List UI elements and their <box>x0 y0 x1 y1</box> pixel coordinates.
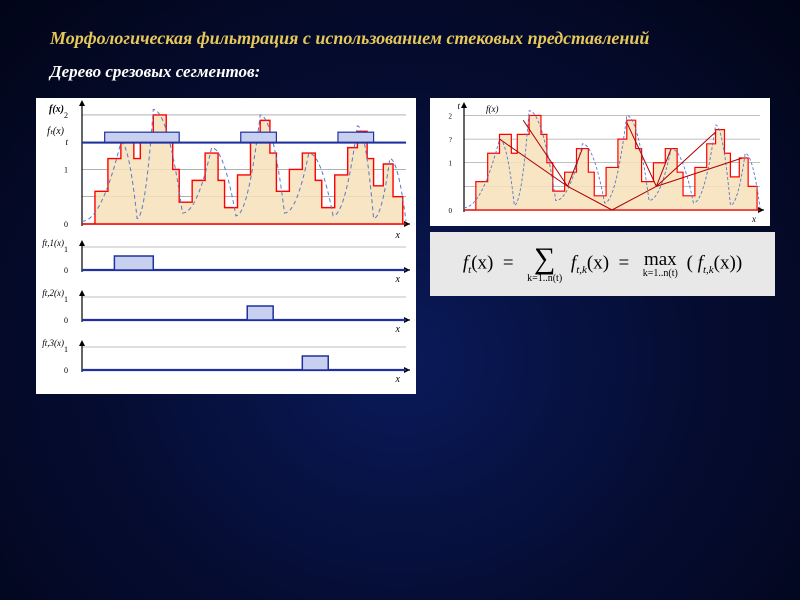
svg-text:x: x <box>395 324 401 335</box>
svg-text:1: 1 <box>64 295 68 304</box>
svg-text:fₜ(x): fₜ(x) <box>47 126 64 137</box>
svg-text:0: 0 <box>64 220 68 229</box>
slide: Морфологическая фильтрация с использован… <box>0 0 800 600</box>
svg-text:x: x <box>751 214 756 224</box>
formula-block: ft(x) = ∑ k=1..n(t) ft,k(x) = max k=1..n… <box>430 232 775 296</box>
svg-text:0: 0 <box>64 266 68 275</box>
formula-content: ft(x) = ∑ k=1..n(t) ft,k(x) = max k=1..n… <box>463 244 742 284</box>
svg-text:t: t <box>65 137 68 147</box>
left-figure-panel: 01t2f(x)fₜ(x)x01ft,1(x)x01ft,2(x)x01ft,3… <box>36 98 416 394</box>
svg-text:f(x): f(x) <box>49 104 64 115</box>
svg-text:0: 0 <box>64 366 68 375</box>
right-figure-panel: 0 1? 2t f(x) x <box>430 98 770 226</box>
svg-text:0: 0 <box>449 207 453 215</box>
svg-text:x: x <box>395 274 401 285</box>
svg-text:1: 1 <box>64 165 68 174</box>
svg-text:2: 2 <box>64 111 68 120</box>
right-svg: 0 1? 2t f(x) x <box>430 98 770 226</box>
slide-subtitle: Дерево срезовых сегментов: <box>50 62 260 82</box>
svg-text:ft,1(x): ft,1(x) <box>42 238 64 248</box>
svg-text:ft,2(x): ft,2(x) <box>42 288 64 298</box>
svg-text:f(x): f(x) <box>486 104 499 114</box>
sum-operator: ∑ k=1..n(t) <box>527 244 562 284</box>
svg-text:2: 2 <box>449 112 453 120</box>
svg-text:x: x <box>395 374 401 385</box>
svg-text:1: 1 <box>64 245 68 254</box>
svg-text:?: ? <box>449 136 452 144</box>
svg-text:1: 1 <box>64 345 68 354</box>
max-operator: max k=1..n(t) <box>643 250 678 279</box>
left-svg: 01t2f(x)fₜ(x)x01ft,1(x)x01ft,2(x)x01ft,3… <box>36 98 416 394</box>
svg-text:ft,3(x): ft,3(x) <box>42 338 64 348</box>
slide-title: Морфологическая фильтрация с использован… <box>50 28 760 49</box>
svg-text:x: x <box>395 230 401 241</box>
svg-text:1: 1 <box>449 160 453 168</box>
svg-text:t: t <box>457 101 460 111</box>
svg-text:0: 0 <box>64 316 68 325</box>
